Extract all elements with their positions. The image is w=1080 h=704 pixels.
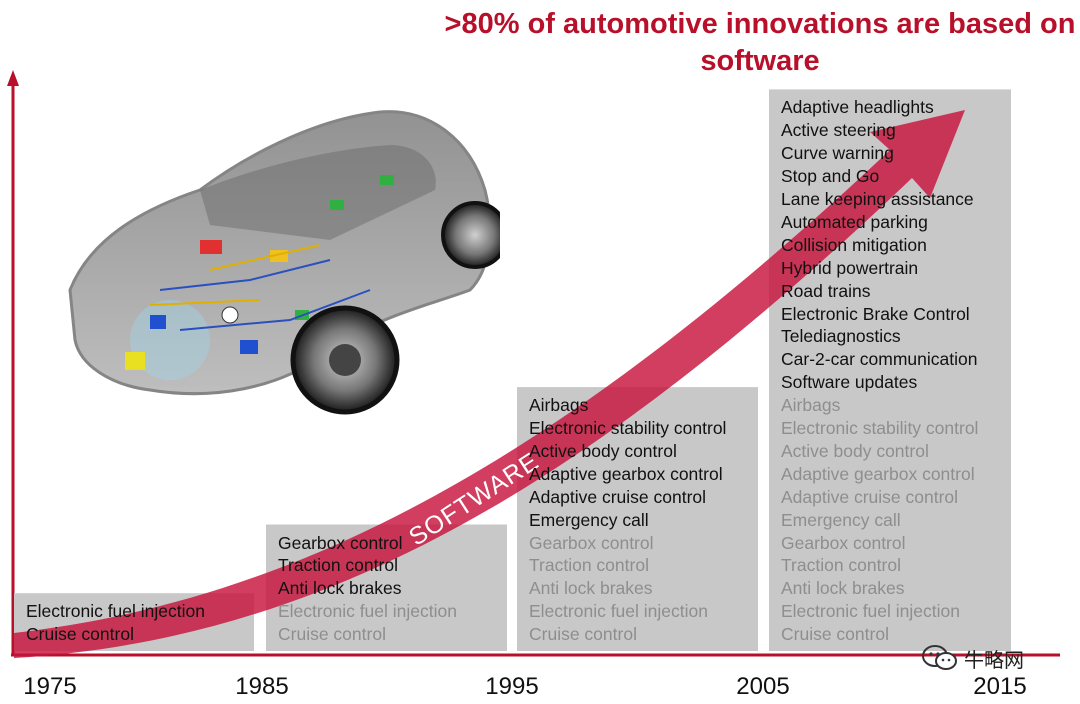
new-feature-item: Emergency call (529, 509, 649, 530)
x-tick-label: 2005 (736, 673, 790, 700)
carried-feature-item: Electronic stability control (781, 418, 979, 438)
carried-feature-item: Adaptive cruise control (781, 486, 959, 507)
y-axis-arrowhead-icon (7, 70, 19, 86)
carried-feature-item: Emergency call (781, 509, 901, 530)
headline: >80% of automotive innovations are based… (444, 8, 1076, 77)
new-feature-item: Traction control (278, 555, 398, 576)
carried-feature-item: Cruise control (529, 624, 637, 645)
carried-feature-item: Active body control (781, 440, 929, 461)
new-feature-item: Airbags (529, 395, 589, 416)
watermark: 牛略网 (920, 643, 1024, 673)
new-feature-item: Road trains (781, 280, 871, 301)
new-feature-item: Adaptive cruise control (529, 486, 707, 507)
new-feature-item: Active steering (781, 120, 896, 141)
new-feature-item: Collision mitigation (781, 234, 927, 255)
carried-feature-item: Gearbox control (781, 532, 906, 553)
wheel-icon (290, 305, 400, 415)
carried-feature-item: Electronic fuel injection (529, 601, 708, 622)
new-feature-item: Automated parking (781, 211, 928, 232)
new-feature-item: Electronic fuel injection (26, 601, 205, 622)
carried-feature-item: Anti lock brakes (781, 578, 905, 599)
wechat-icon (922, 645, 957, 670)
new-feature-item: Anti lock brakes (278, 578, 402, 599)
x-tick-label: 1985 (235, 673, 289, 700)
watermark-text: 牛略网 (964, 649, 1024, 672)
carried-feature-item: Traction control (781, 555, 901, 576)
carried-feature-item: Traction control (529, 555, 649, 576)
new-feature-item: Electronic stability control (529, 418, 727, 438)
x-tick-label: 2015 (973, 673, 1027, 700)
wheel-icon (441, 201, 500, 269)
car-illustration (68, 110, 500, 415)
x-tick-label: 1995 (485, 673, 539, 700)
carried-feature-item: Electronic fuel injection (278, 601, 457, 622)
new-feature-item: Electronic Brake Control (781, 303, 970, 324)
new-feature-item: Active body control (529, 440, 677, 461)
carried-feature-item: Cruise control (781, 624, 889, 645)
carried-feature-item: Airbags (781, 395, 841, 416)
x-tick-label: 1975 (23, 673, 77, 700)
new-feature-item: Hybrid powertrain (781, 257, 919, 278)
new-feature-item: Telediagnostics (781, 326, 901, 347)
new-feature-item: Lane keeping assistance (781, 189, 974, 209)
new-feature-item: Adaptive gearbox control (529, 463, 723, 484)
new-feature-item: Curve warning (781, 143, 894, 164)
carried-feature-item: Cruise control (278, 624, 386, 645)
carried-feature-item: Anti lock brakes (529, 578, 653, 599)
carried-feature-item: Electronic fuel injection (781, 601, 960, 622)
carried-feature-item: Adaptive gearbox control (781, 463, 975, 484)
new-feature-item: Software updates (781, 372, 918, 393)
new-feature-item: Stop and Go (781, 166, 880, 187)
carried-feature-item: Gearbox control (529, 532, 654, 553)
new-feature-item: Gearbox control (278, 532, 403, 553)
new-feature-item: Cruise control (26, 624, 134, 645)
y-axis (7, 70, 19, 655)
new-feature-item: Adaptive headlights (781, 97, 934, 118)
new-feature-item: Car-2-car communication (781, 349, 978, 370)
